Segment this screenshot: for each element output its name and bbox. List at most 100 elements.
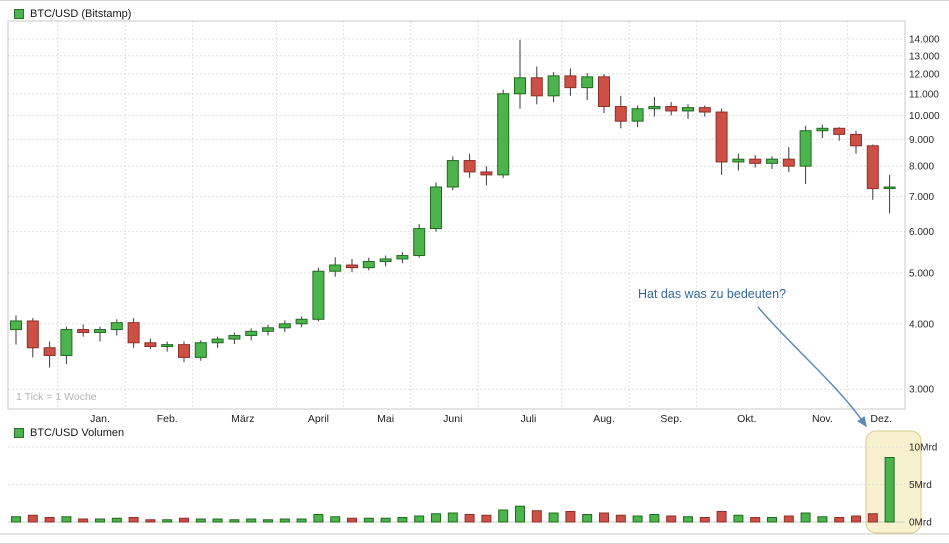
candle-body[interactable] (480, 171, 493, 176)
price-series-legend[interactable]: BTC/USD (Bitstamp) (14, 8, 131, 20)
candle-body[interactable] (598, 76, 610, 108)
candle-body[interactable] (94, 329, 106, 333)
candle-body[interactable] (144, 342, 157, 347)
volume-bar[interactable] (179, 517, 189, 523)
candle-body[interactable] (178, 344, 190, 358)
candle-body[interactable] (43, 347, 56, 356)
candle-body[interactable] (60, 329, 73, 356)
candle-body[interactable] (26, 320, 39, 349)
volume-bar[interactable] (162, 519, 173, 523)
volume-bar[interactable] (145, 519, 156, 523)
volume-bar[interactable] (767, 517, 777, 523)
volume-bar[interactable] (212, 518, 223, 523)
volume-bar[interactable] (195, 518, 206, 523)
volume-bar[interactable] (699, 517, 710, 523)
volume-bar[interactable] (279, 518, 290, 523)
candle-body[interactable] (329, 264, 342, 272)
candle-body[interactable] (866, 145, 879, 190)
volume-bar[interactable] (599, 512, 609, 523)
candle-body[interactable] (665, 106, 678, 112)
volume-bar[interactable] (565, 511, 576, 523)
volume-bar[interactable] (78, 518, 89, 523)
candle-body[interactable] (161, 344, 174, 347)
candle-body[interactable] (362, 261, 375, 269)
volume-bar[interactable] (817, 516, 828, 523)
volume-bar[interactable] (867, 513, 878, 523)
candle-body[interactable] (379, 258, 392, 263)
volume-bar[interactable] (515, 505, 525, 523)
volume-bar[interactable] (884, 457, 895, 523)
volume-bar[interactable] (447, 512, 458, 523)
candle-body[interactable] (547, 75, 560, 97)
candle-body[interactable] (766, 158, 778, 164)
volume-bar[interactable] (783, 515, 794, 523)
volume-bar[interactable] (431, 513, 441, 523)
candle-body[interactable] (514, 77, 526, 95)
candle-body[interactable] (698, 107, 711, 113)
candle-body[interactable] (278, 323, 291, 329)
volume-bar[interactable] (582, 514, 593, 523)
volume-bar[interactable] (834, 517, 845, 523)
candle-body[interactable] (564, 75, 577, 89)
volume-bar[interactable] (44, 517, 55, 523)
candle-body[interactable] (715, 111, 728, 163)
volume-bar[interactable] (498, 509, 509, 523)
candle-body[interactable] (127, 322, 140, 344)
candle-body[interactable] (346, 264, 358, 269)
volume-bar[interactable] (649, 514, 660, 523)
volume-bar[interactable] (800, 512, 811, 523)
candle-body[interactable] (799, 130, 812, 167)
volume-bar[interactable] (61, 516, 72, 523)
candle-body[interactable] (446, 160, 459, 188)
candle-body[interactable] (631, 108, 644, 122)
candle-body[interactable] (648, 106, 661, 110)
candle-body[interactable] (110, 322, 123, 331)
candle-body[interactable] (396, 255, 409, 260)
candle-body[interactable] (245, 330, 258, 336)
candle-body[interactable] (833, 127, 846, 135)
volume-bar[interactable] (750, 517, 761, 523)
volume-bar[interactable] (27, 514, 38, 523)
volume-bar[interactable] (683, 516, 693, 523)
volume-bar[interactable] (666, 515, 677, 523)
volume-bar[interactable] (363, 517, 374, 523)
volume-bar[interactable] (716, 511, 727, 523)
candle-body[interactable] (295, 318, 308, 325)
volume-bar[interactable] (481, 514, 492, 523)
candle-body[interactable] (581, 76, 594, 89)
volume-bar[interactable] (632, 515, 643, 523)
candle-body[interactable] (312, 270, 325, 320)
candle-body[interactable] (782, 158, 795, 167)
volume-bar[interactable] (414, 515, 425, 523)
volume-bar[interactable] (347, 517, 357, 523)
candle-body[interactable] (850, 133, 862, 147)
candle-body[interactable] (262, 327, 274, 332)
volume-bar[interactable] (128, 517, 139, 523)
volume-bar[interactable] (296, 518, 307, 523)
volume-bar[interactable] (330, 516, 341, 523)
candle-body[interactable] (732, 158, 745, 163)
candle-body[interactable] (413, 228, 426, 257)
candle-body[interactable] (194, 342, 207, 358)
volume-bar[interactable] (11, 516, 21, 523)
candle-body[interactable] (463, 160, 476, 173)
candle-body[interactable] (228, 334, 241, 340)
volume-bar[interactable] (531, 510, 542, 523)
candle-body[interactable] (682, 107, 694, 112)
volume-bar[interactable] (615, 514, 626, 523)
candle-body[interactable] (883, 186, 896, 190)
candle-body[interactable] (10, 320, 22, 331)
volume-bar[interactable] (111, 517, 122, 523)
volume-bar[interactable] (397, 517, 408, 523)
volume-bar[interactable] (95, 518, 105, 523)
volume-bar[interactable] (380, 517, 391, 523)
volume-bar[interactable] (851, 515, 861, 523)
candle-body[interactable] (816, 127, 829, 132)
volume-bar[interactable] (229, 519, 240, 523)
candle-body[interactable] (430, 186, 442, 230)
candle-body[interactable] (497, 93, 510, 176)
volume-bar[interactable] (464, 514, 475, 523)
candle-body[interactable] (77, 329, 90, 333)
volume-bar[interactable] (246, 518, 257, 523)
